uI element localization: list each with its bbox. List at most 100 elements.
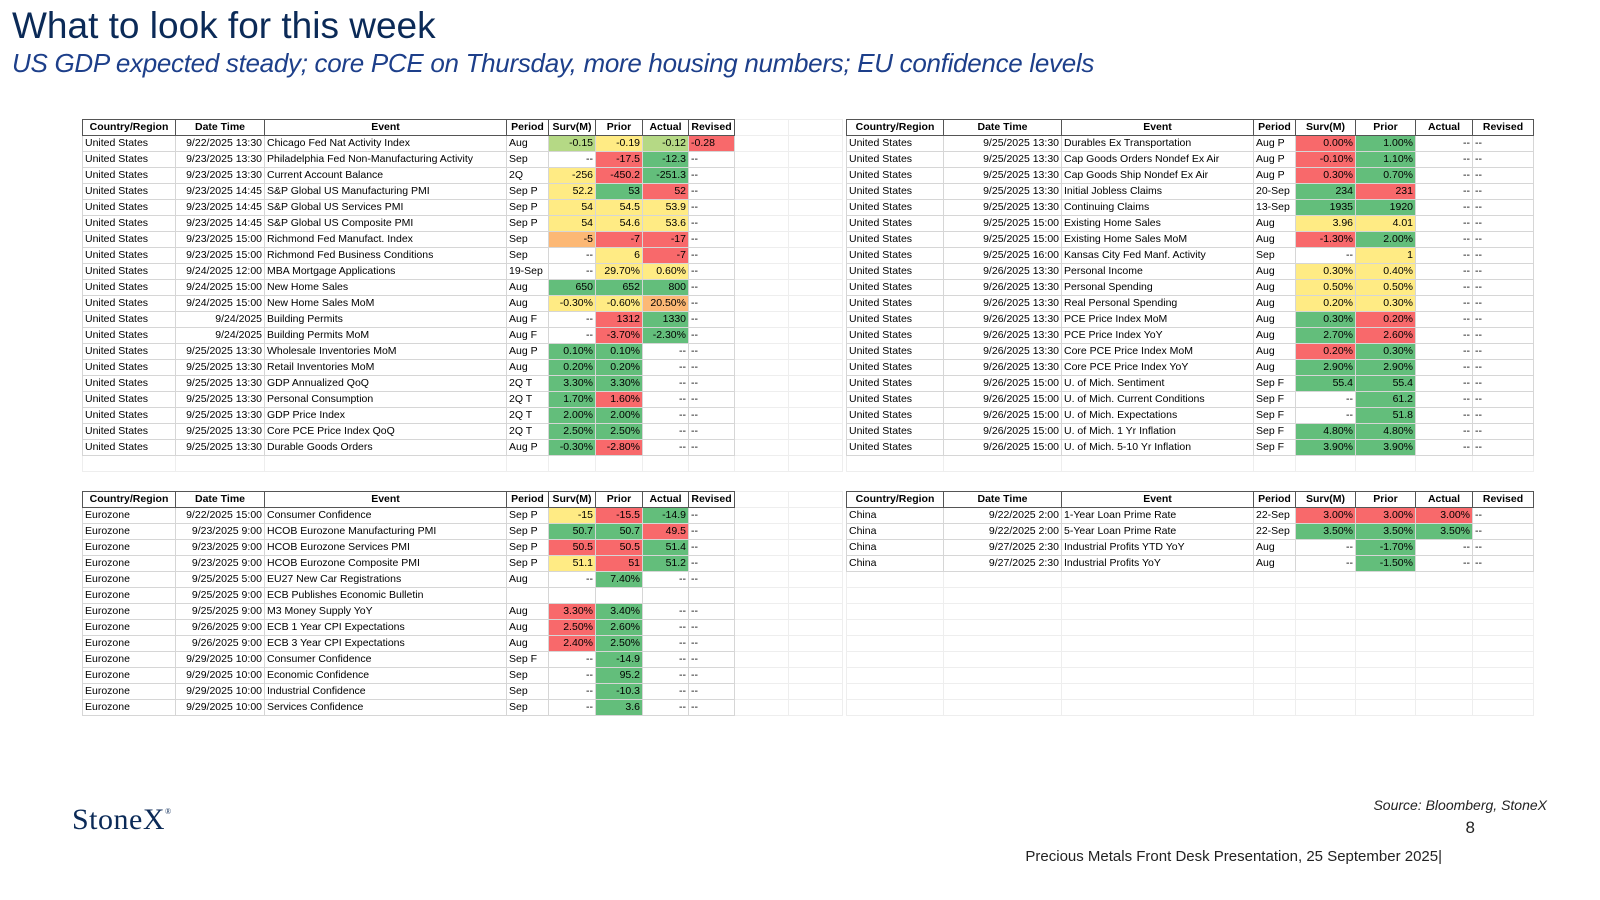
table-row: United States 9/26/2025 13:30 Core PCE Pri… [846,359,1534,376]
table-cell: -- [642,699,689,716]
empty-cell [788,199,843,216]
table-cell: -- [548,327,596,344]
table-cell: 9/23/2025 9:00 [175,555,265,572]
empty-cell [734,343,789,360]
table-cell: 54 [548,199,596,216]
table-cell: 1.70% [548,391,596,408]
table-cell: -- [1472,359,1534,376]
table-cell: -- [1472,375,1534,392]
blank-row [82,455,843,472]
empty-cell [1061,619,1254,636]
table-cell: 51.8 [1355,407,1416,424]
table-cell: 1 [1355,247,1416,264]
table-cell: 54.6 [595,215,643,232]
table-cell: 0.70% [1355,167,1416,184]
table-cell: HCOB Eurozone Services PMI [264,539,507,556]
table-row: Eurozone 9/26/2025 9:00 ECB 1 Year CPI Exp… [82,619,843,636]
empty-cell [788,619,843,636]
table-cell: Aug [506,359,549,376]
table-cell: Durables Ex Transportation [1061,135,1254,152]
table-cell: -- [1295,247,1356,264]
table-cell: -- [688,151,735,168]
empty-cell [943,651,1062,668]
table-cell: U. of Mich. Sentiment [1061,375,1254,392]
empty-cell [1061,683,1254,700]
empty-cell [943,571,1062,588]
table-cell: 50.7 [548,523,596,540]
table-cell: -15 [548,507,596,524]
table-cell: -- [688,327,735,344]
table-cell: -- [688,423,735,440]
table-cell: 4.80% [1355,423,1416,440]
table-cell: GDP Price Index [264,407,507,424]
table-cell: 9/23/2025 14:45 [175,199,265,216]
table-row: Eurozone 9/29/2025 10:00 Services Confiden… [82,699,843,716]
empty-cell [1061,603,1254,620]
table-cell: -- [642,667,689,684]
empty-cell [1355,619,1416,636]
empty-cell [788,699,843,716]
table-cell: -- [688,699,735,716]
table-cell: -1.30% [1295,231,1356,248]
blank-row [846,635,1534,652]
empty-cell [943,455,1062,472]
table-cell: -- [688,295,735,312]
table-cell: ECB 1 Year CPI Expectations [264,619,507,636]
table-cell: Industrial Profits YTD YoY [1061,539,1254,556]
empty-cell [1355,455,1416,472]
table-row: United States 9/24/2025 15:00 New Home Sal… [82,279,843,296]
empty-cell [788,263,843,280]
table-cell: -- [1472,343,1534,360]
table-cell: 3.00% [1355,507,1416,524]
table-cell: -- [642,683,689,700]
empty-cell [734,603,789,620]
empty-cell [734,555,789,572]
table-cell: Sep F [506,651,549,668]
table-cell: -251.3 [642,167,689,184]
table-cell: Sep P [506,507,549,524]
table-cell: -- [642,343,689,360]
empty-cell [1295,651,1356,668]
table-cell: 9/26/2025 13:30 [943,263,1062,280]
table-cell: Building Permits [264,311,507,328]
empty-cell [1253,571,1296,588]
empty-cell [82,455,176,472]
table-cell: -- [1472,327,1534,344]
table-cell: United States [846,327,944,344]
empty-cell [734,571,789,588]
table-cell: 0.10% [595,343,643,360]
empty-cell [846,667,944,684]
empty-cell [788,683,843,700]
empty-cell [734,587,789,604]
table-cell: 9/24/2025 [175,311,265,328]
table-cell: -- [688,247,735,264]
blank-row [846,571,1534,588]
table-cell: -- [1472,247,1534,264]
table-cell: Industrial Confidence [264,683,507,700]
table-cell: China [846,539,944,556]
empty-cell [734,699,789,716]
empty-cell [788,247,843,264]
table-cell: Aug [506,135,549,152]
table-row: Eurozone 9/29/2025 10:00 Industrial Confid… [82,683,843,700]
table-cell: United States [82,343,176,360]
empty-cell [788,571,843,588]
table-cell: 1.00% [1355,135,1416,152]
table-cell: Sep P [506,199,549,216]
table-cell: 13-Sep [1253,199,1296,216]
empty-cell [734,507,789,524]
table-cell: -- [1415,343,1473,360]
table-row: United States 9/26/2025 15:00 U. of Mich. … [846,391,1534,408]
table-cell: 53.6 [642,215,689,232]
empty-cell [1472,571,1534,588]
table-row: China 9/22/2025 2:00 5-Year Loan Prime Rat… [846,523,1534,540]
table-row: Eurozone 9/22/2025 15:00 Consumer Confiden… [82,507,843,524]
table-cell: 9/22/2025 13:30 [175,135,265,152]
table-cell: 3.50% [1415,523,1473,540]
table-cell: 2Q T [506,407,549,424]
table-cell: Core PCE Price Index QoQ [264,423,507,440]
table-cell: United States [82,439,176,456]
table-cell: 0.30% [1295,167,1356,184]
table-cell: ECB Publishes Economic Bulletin [264,587,507,604]
table-cell: Personal Consumption [264,391,507,408]
